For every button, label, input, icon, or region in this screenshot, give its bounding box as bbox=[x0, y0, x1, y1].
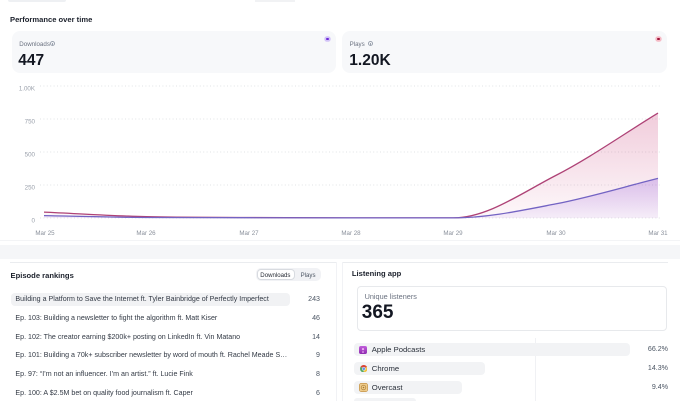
svg-text:1.00K: 1.00K bbox=[19, 85, 36, 92]
svg-text:Mar 26: Mar 26 bbox=[136, 230, 156, 237]
svg-text:0: 0 bbox=[32, 217, 36, 224]
svg-text:250: 250 bbox=[25, 184, 36, 191]
svg-text:Mar 31: Mar 31 bbox=[648, 230, 668, 237]
svg-text:500: 500 bbox=[25, 151, 36, 158]
svg-text:Mar 28: Mar 28 bbox=[341, 230, 361, 237]
svg-text:Mar 27: Mar 27 bbox=[239, 230, 259, 237]
svg-text:Mar 25: Mar 25 bbox=[35, 230, 55, 237]
svg-text:Mar 29: Mar 29 bbox=[443, 230, 463, 237]
svg-text:Mar 30: Mar 30 bbox=[546, 230, 566, 237]
svg-text:750: 750 bbox=[25, 118, 36, 125]
